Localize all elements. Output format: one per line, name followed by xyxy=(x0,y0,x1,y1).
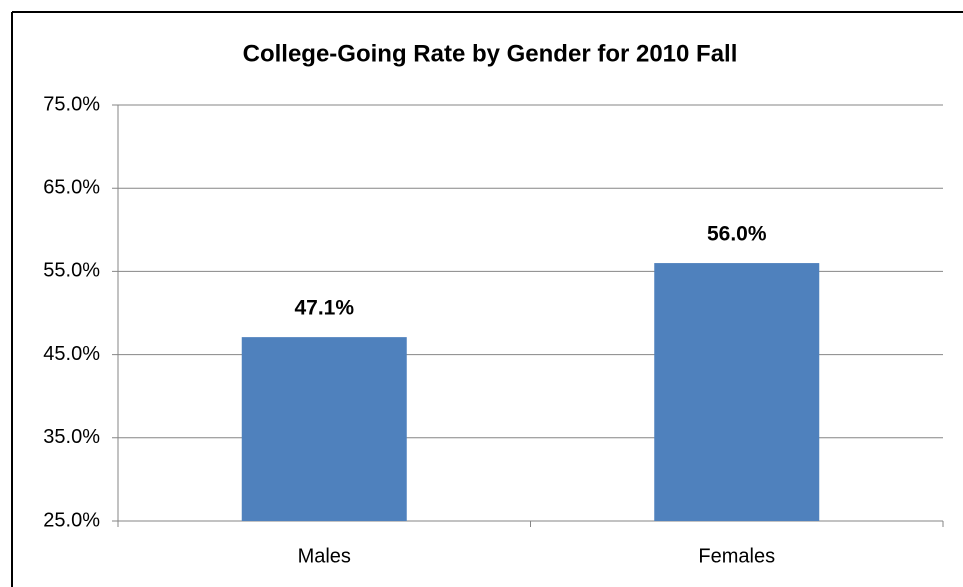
y-tick-label: 35.0% xyxy=(43,426,100,448)
y-tick-label: 65.0% xyxy=(43,176,100,198)
data-label: 56.0% xyxy=(707,223,767,246)
data-label: 47.1% xyxy=(294,297,354,320)
x-tick-label: Females xyxy=(698,545,775,567)
chart-title: College-Going Rate by Gender for 2010 Fa… xyxy=(243,40,738,67)
y-tick-label: 45.0% xyxy=(43,343,100,365)
bar xyxy=(241,337,407,521)
bar xyxy=(654,263,820,521)
x-tick-label: Males xyxy=(298,545,351,567)
y-tick-label: 25.0% xyxy=(43,509,100,531)
y-tick-label: 55.0% xyxy=(43,260,100,282)
y-tick-label: 75.0% xyxy=(43,93,100,115)
